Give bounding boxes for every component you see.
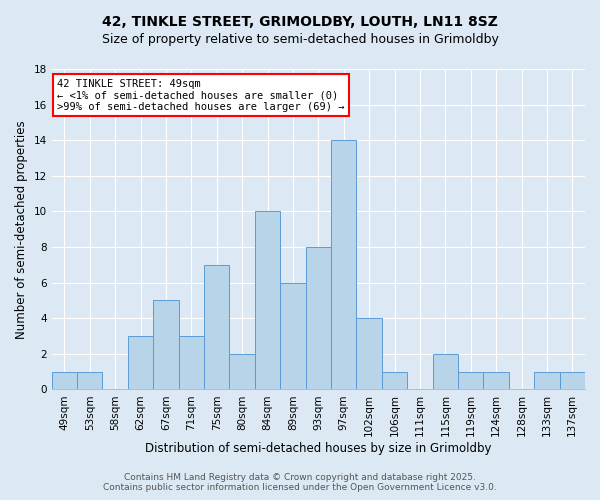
Bar — [356, 318, 382, 390]
Y-axis label: Number of semi-detached properties: Number of semi-detached properties — [15, 120, 28, 338]
Bar — [331, 140, 356, 390]
Bar — [128, 336, 153, 390]
Text: Size of property relative to semi-detached houses in Grimoldby: Size of property relative to semi-detach… — [101, 32, 499, 46]
Bar — [52, 372, 77, 390]
Bar — [484, 372, 509, 390]
Bar — [560, 372, 585, 390]
Bar — [229, 354, 255, 390]
Text: 42 TINKLE STREET: 49sqm
← <1% of semi-detached houses are smaller (0)
>99% of se: 42 TINKLE STREET: 49sqm ← <1% of semi-de… — [57, 78, 344, 112]
Bar — [179, 336, 204, 390]
Bar — [305, 247, 331, 390]
Bar — [255, 212, 280, 390]
Bar — [534, 372, 560, 390]
Bar — [204, 265, 229, 390]
X-axis label: Distribution of semi-detached houses by size in Grimoldby: Distribution of semi-detached houses by … — [145, 442, 491, 455]
Bar — [433, 354, 458, 390]
Bar — [280, 282, 305, 390]
Bar — [77, 372, 103, 390]
Text: Contains HM Land Registry data © Crown copyright and database right 2025.
Contai: Contains HM Land Registry data © Crown c… — [103, 473, 497, 492]
Bar — [153, 300, 179, 390]
Text: 42, TINKLE STREET, GRIMOLDBY, LOUTH, LN11 8SZ: 42, TINKLE STREET, GRIMOLDBY, LOUTH, LN1… — [102, 15, 498, 29]
Bar — [382, 372, 407, 390]
Bar — [458, 372, 484, 390]
